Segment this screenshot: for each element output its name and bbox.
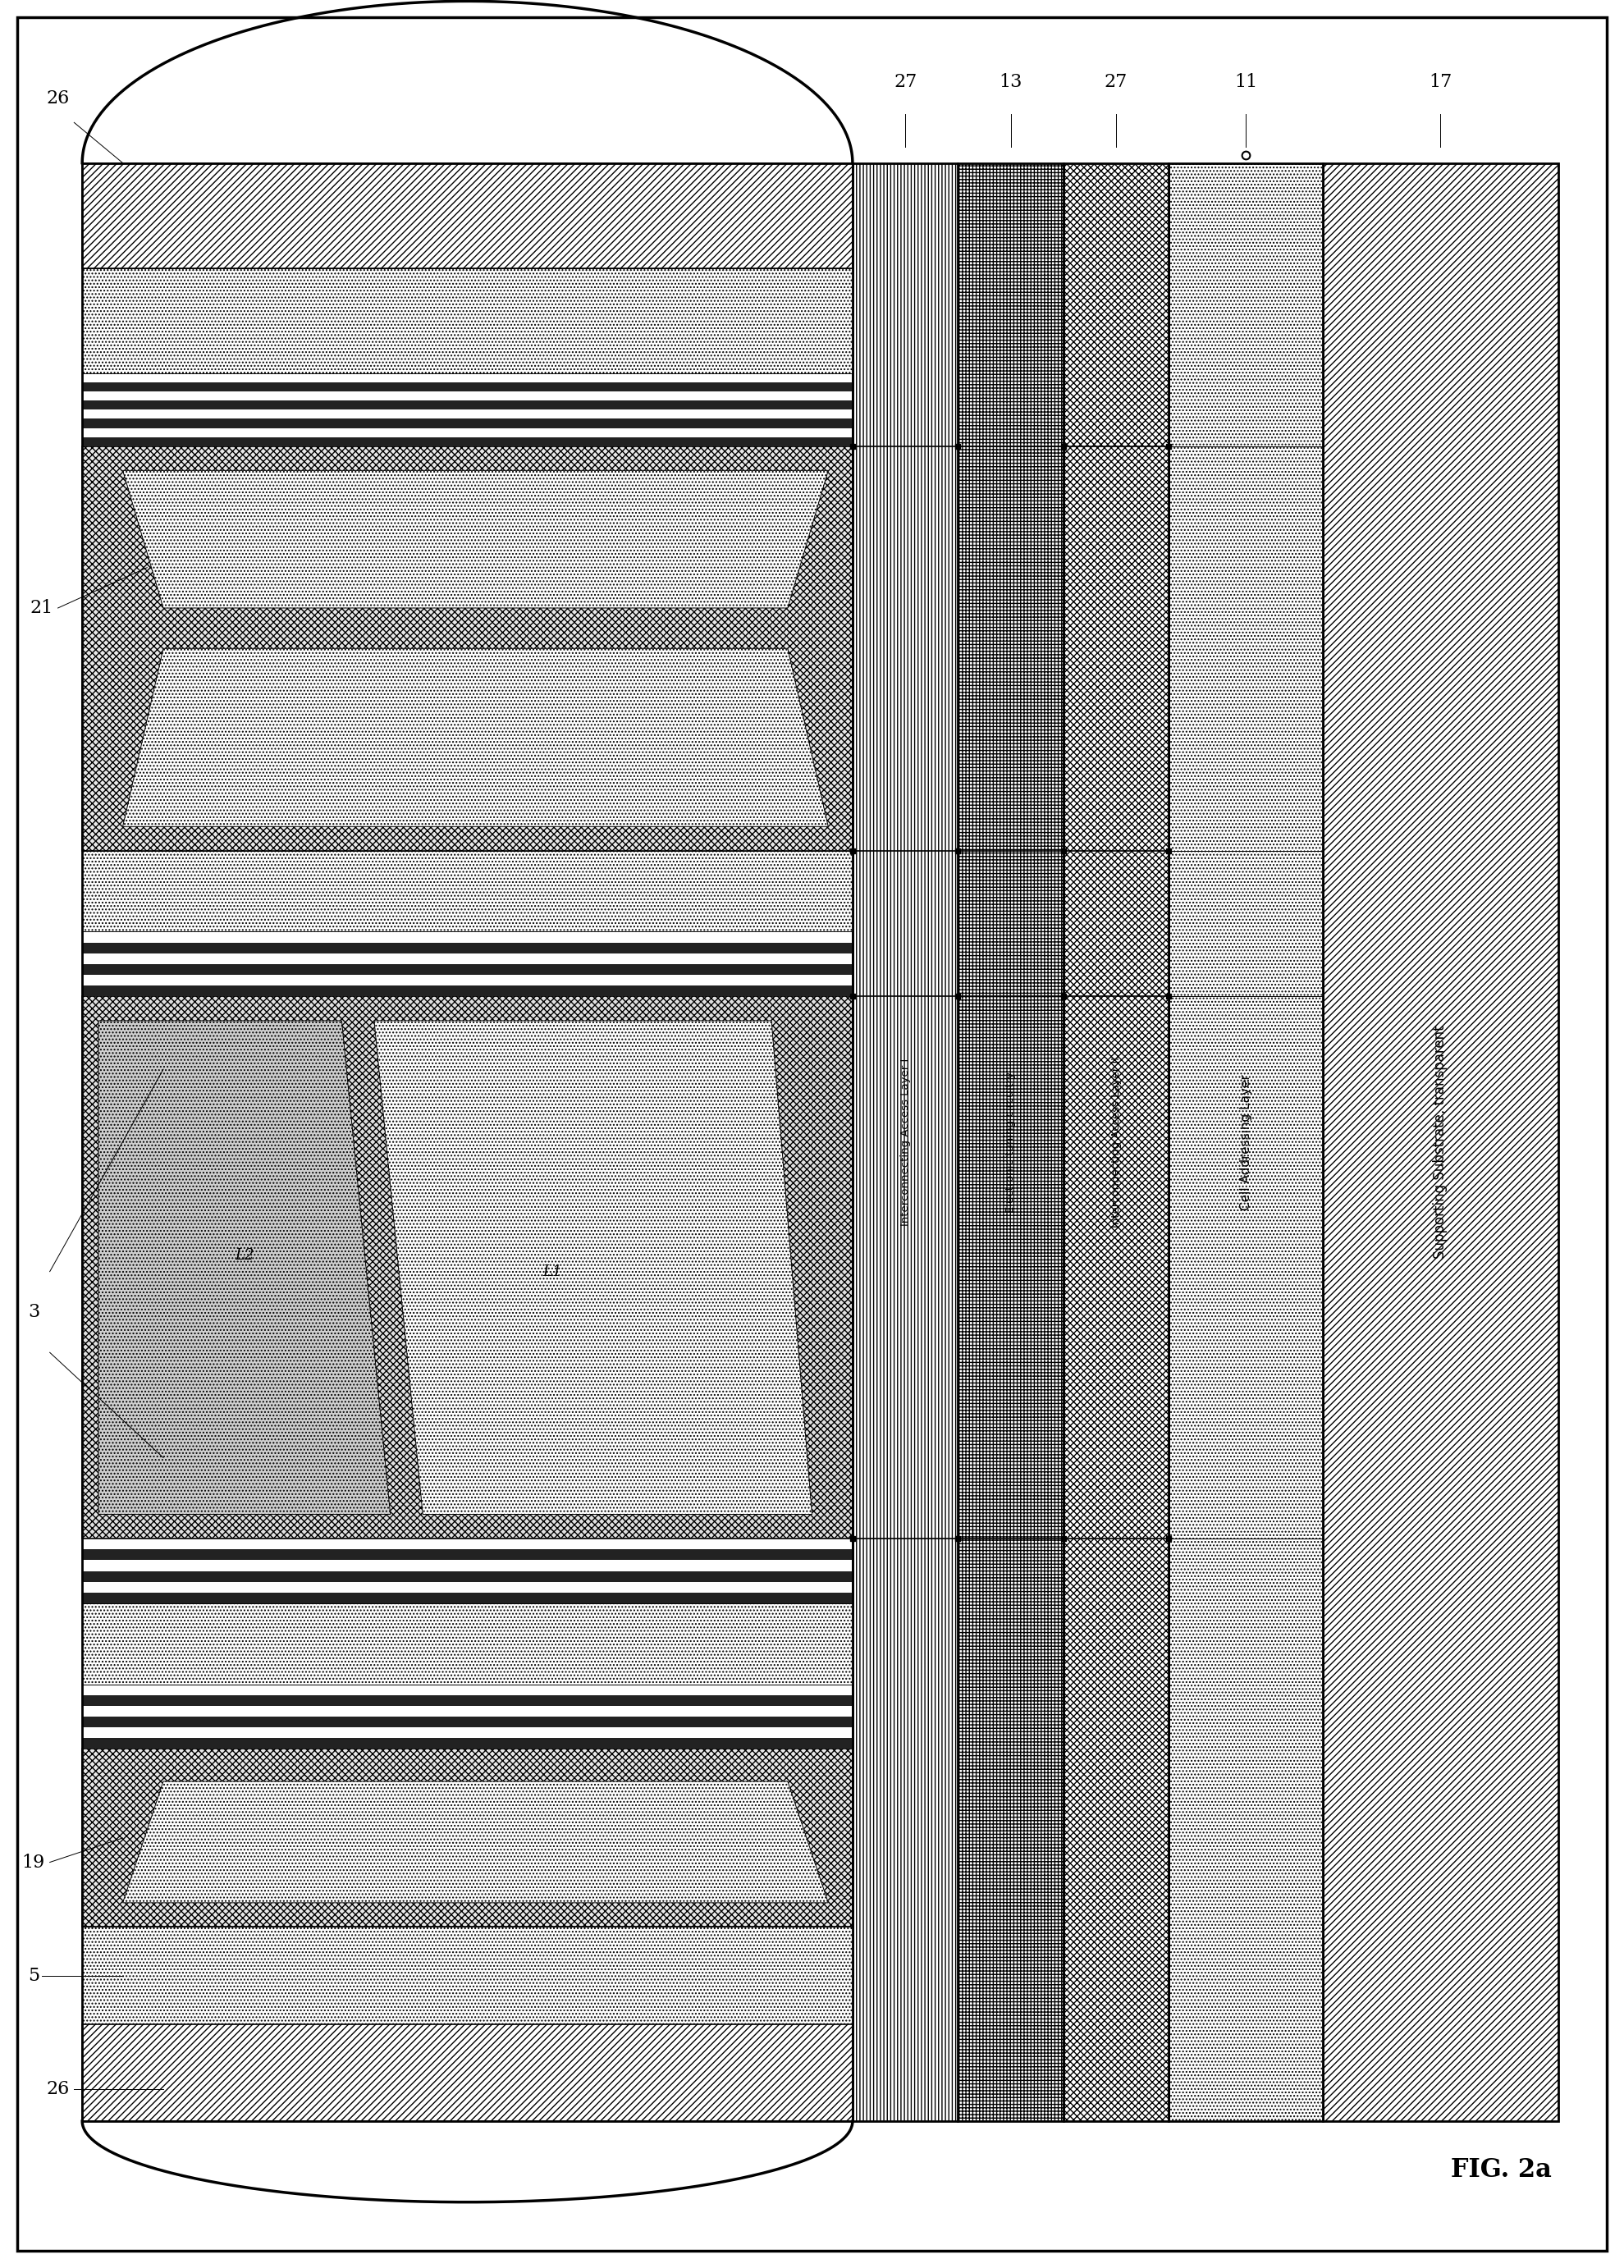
- Text: 5: 5: [28, 1966, 39, 1985]
- Polygon shape: [83, 1737, 853, 1749]
- Polygon shape: [83, 1603, 853, 1685]
- Text: 26: 26: [47, 2080, 70, 2098]
- Polygon shape: [83, 943, 853, 953]
- Text: Electronic tuning circuitry: Electronic tuning circuitry: [1005, 1070, 1017, 1213]
- Polygon shape: [83, 964, 853, 975]
- Polygon shape: [1324, 163, 1557, 2121]
- Polygon shape: [123, 649, 828, 826]
- Text: Interconnecting Access Layer II: Interconnecting Access Layer II: [1111, 1057, 1122, 1227]
- Polygon shape: [1169, 163, 1324, 2121]
- Polygon shape: [83, 1572, 853, 1581]
- Text: 27: 27: [893, 73, 918, 91]
- Polygon shape: [83, 850, 853, 932]
- Text: L2: L2: [235, 1247, 253, 1263]
- Polygon shape: [123, 1780, 828, 1903]
- Text: 19: 19: [23, 1853, 45, 1871]
- Polygon shape: [374, 1021, 812, 1515]
- Text: Cell Addressing Layer: Cell Addressing Layer: [1239, 1075, 1252, 1211]
- Text: Interconnecting Access Layer I: Interconnecting Access Layer I: [900, 1059, 911, 1227]
- Polygon shape: [83, 1717, 853, 1728]
- Polygon shape: [83, 1592, 853, 1603]
- Polygon shape: [83, 420, 853, 429]
- Polygon shape: [83, 438, 853, 447]
- Polygon shape: [83, 996, 853, 1538]
- Polygon shape: [83, 163, 853, 268]
- Polygon shape: [853, 163, 958, 2121]
- Text: 26: 26: [47, 88, 70, 107]
- Polygon shape: [83, 447, 853, 850]
- Polygon shape: [99, 1021, 390, 1515]
- Text: 27: 27: [1104, 73, 1127, 91]
- Polygon shape: [83, 987, 853, 996]
- Text: 17: 17: [1429, 73, 1452, 91]
- Polygon shape: [83, 1928, 853, 2023]
- Text: 21: 21: [31, 599, 54, 617]
- Polygon shape: [83, 268, 853, 374]
- Polygon shape: [83, 1694, 853, 1706]
- Text: Supporting Substrate, transparent: Supporting Substrate, transparent: [1432, 1025, 1449, 1259]
- Polygon shape: [83, 383, 853, 392]
- Text: FIG. 2a: FIG. 2a: [1450, 2157, 1551, 2182]
- Polygon shape: [83, 401, 853, 411]
- Polygon shape: [83, 1749, 853, 1928]
- Text: 13: 13: [999, 73, 1021, 91]
- Polygon shape: [1064, 163, 1169, 2121]
- Text: L1: L1: [542, 1263, 562, 1279]
- Polygon shape: [83, 2023, 853, 2121]
- Polygon shape: [123, 469, 828, 608]
- Polygon shape: [958, 163, 1064, 2121]
- Text: 11: 11: [1234, 73, 1257, 91]
- Polygon shape: [83, 1549, 853, 1560]
- Text: 3: 3: [28, 1304, 39, 1320]
